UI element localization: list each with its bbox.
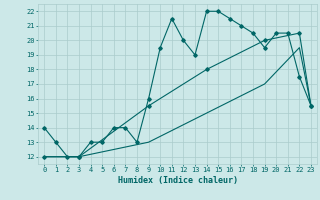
- X-axis label: Humidex (Indice chaleur): Humidex (Indice chaleur): [118, 176, 238, 185]
